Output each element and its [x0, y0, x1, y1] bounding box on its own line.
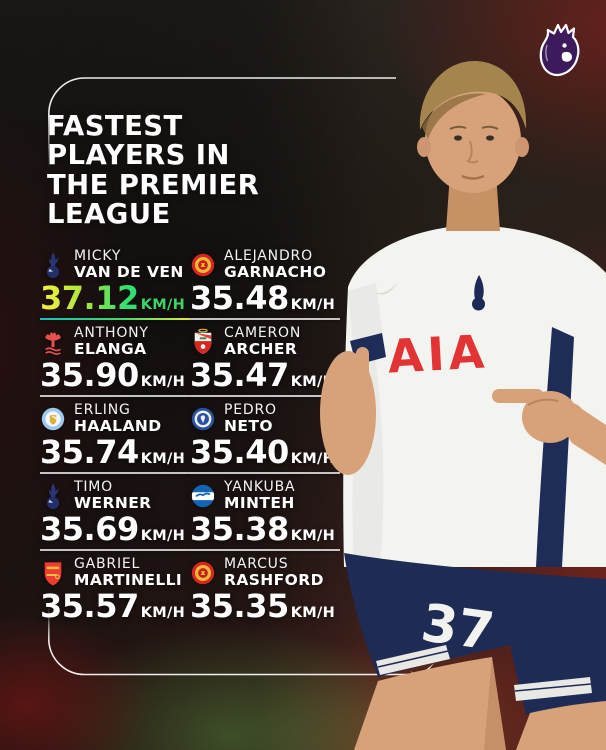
ranking-column-left: MICKY VAN DE VEN 37.12 KM/H ANTHONY ELANG… [40, 249, 192, 628]
row-separator [40, 318, 190, 320]
speed-value: 35.74 [40, 433, 139, 471]
speed-unit: KM/H [140, 451, 186, 467]
player-first-name: ALEJANDRO [224, 248, 313, 265]
player-row: ALEJANDRO GARNACHO 35.48 KM/H [190, 249, 342, 320]
player-photo: AIA 37 [320, 61, 606, 750]
player-speed: 37.12 KM/H [40, 282, 192, 314]
player-first-name: ANTHONY [74, 325, 149, 342]
ranking-column-right: ALEJANDRO GARNACHO 35.48 KM/H CAMERON ARC… [190, 249, 342, 628]
player-last-name: MINTEH [224, 494, 295, 513]
player-row: YANKUBA MINTEH 35.38 KM/H [190, 480, 342, 551]
speed-unit: KM/H [140, 374, 186, 390]
player-last-name: GARNACHO [224, 263, 327, 282]
player-last-name: WERNER [74, 494, 152, 513]
player-last-name: NETO [224, 417, 273, 436]
player-last-name: VAN DE VEN [74, 263, 184, 282]
speed-value: 35.48 [190, 279, 289, 317]
manchester-united-badge-icon [190, 251, 216, 279]
player-row: MARCUS RASHFORD 35.35 KM/H [190, 557, 342, 622]
player-first-name: MICKY [74, 248, 122, 265]
premier-league-lion-icon [539, 23, 580, 77]
row-separator [40, 549, 190, 551]
chelsea-badge-icon [190, 405, 216, 433]
speed-unit: KM/H [140, 605, 186, 621]
speed-value: 35.69 [40, 510, 139, 548]
title-line: FASTEST [47, 110, 183, 142]
speed-value: 35.47 [190, 356, 289, 394]
manchester-city-badge-icon [40, 405, 66, 433]
speed-unit: KM/H [290, 451, 336, 467]
speed-value: 35.40 [190, 433, 289, 471]
player-row: ERLING HAALAND 35.74 KM/H [40, 403, 192, 474]
speed-value: 35.90 [40, 356, 139, 394]
southampton-badge-icon [190, 327, 216, 357]
player-first-name: MARCUS [224, 556, 289, 573]
speed-unit: KM/H [290, 528, 336, 544]
row-separator [40, 395, 190, 397]
row-separator [190, 318, 340, 320]
brighton-badge-icon [190, 482, 216, 510]
jersey-number: 37 [418, 593, 498, 662]
player-row: PEDRO NETO 35.40 KM/H [190, 403, 342, 474]
title-line: LEAGUE [47, 198, 171, 231]
row-separator [40, 472, 190, 474]
row-separator [190, 472, 340, 474]
player-speed: 35.48 KM/H [190, 282, 342, 314]
tottenham-badge-icon [40, 481, 66, 511]
page-title: FASTEST PLAYERS IN THE PREMIER LEAGUE [47, 110, 260, 231]
manchester-united-badge-icon [190, 559, 216, 587]
player-first-name: CAMERON [224, 325, 302, 342]
player-last-name: MARTINELLI [74, 571, 183, 590]
title-line: THE PREMIER [47, 168, 260, 201]
row-separator [190, 549, 340, 551]
speed-value: 35.35 [190, 587, 289, 625]
jersey-sponsor: AIA [386, 324, 489, 383]
player-first-name: TIMO [74, 479, 113, 496]
speed-value: 35.38 [190, 510, 289, 548]
speed-value: 37.12 [40, 279, 139, 317]
player-speed: 35.40 KM/H [190, 436, 342, 468]
player-row: MICKY VAN DE VEN 37.12 KM/H [40, 249, 192, 320]
player-last-name: ARCHER [224, 340, 298, 359]
nottingham-forest-badge-icon [40, 327, 66, 357]
player-row: GABRIEL MARTINELLI 35.57 KM/H [40, 557, 192, 622]
player-speed: 35.69 KM/H [40, 513, 192, 545]
player-last-name: HAALAND [74, 417, 162, 436]
player-speed: 35.47 KM/H [190, 359, 342, 391]
speed-value: 35.57 [40, 587, 139, 625]
player-last-name: ELANGA [74, 340, 147, 359]
player-row: ANTHONY ELANGA 35.90 KM/H [40, 326, 192, 397]
arsenal-badge-icon [40, 559, 66, 588]
speed-unit: KM/H [140, 297, 186, 313]
player-first-name: ERLING [74, 402, 131, 419]
player-speed: 35.74 KM/H [40, 436, 192, 468]
player-row: CAMERON ARCHER 35.47 KM/H [190, 326, 342, 397]
speed-unit: KM/H [290, 297, 336, 313]
tottenham-badge-icon [40, 250, 66, 280]
player-row: TIMO WERNER 35.69 KM/H [40, 480, 192, 551]
speed-unit: KM/H [140, 528, 186, 544]
title-line: PLAYERS IN [47, 139, 230, 172]
row-separator [190, 395, 340, 397]
player-last-name: RASHFORD [224, 571, 324, 590]
player-speed: 35.90 KM/H [40, 359, 192, 391]
speed-unit: KM/H [290, 605, 336, 621]
player-first-name: PEDRO [224, 402, 277, 419]
player-speed: 35.35 KM/H [190, 590, 342, 622]
player-first-name: GABRIEL [74, 556, 141, 573]
player-speed: 35.57 KM/H [40, 590, 192, 622]
player-speed: 35.38 KM/H [190, 513, 342, 545]
player-first-name: YANKUBA [224, 479, 296, 496]
